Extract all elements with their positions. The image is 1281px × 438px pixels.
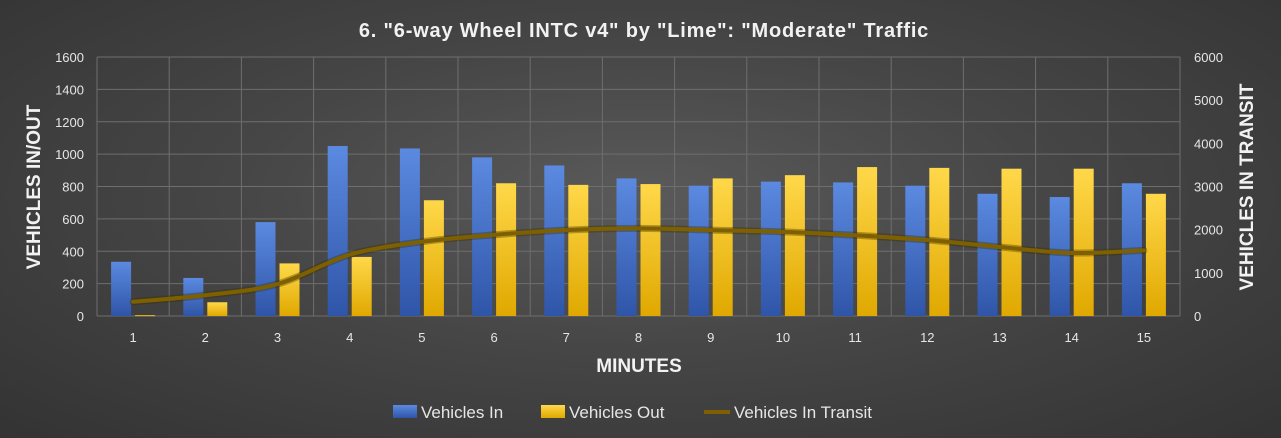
y2-tick-label: 1000 <box>1194 266 1223 281</box>
bar-vehicles-in <box>760 181 781 316</box>
bar-vehicles-out <box>1073 168 1094 316</box>
x-tick-label: 10 <box>776 330 790 345</box>
bar-vehicles-out <box>423 200 444 316</box>
y-tick-label: 600 <box>62 212 84 227</box>
bar-vehicles-out <box>279 263 300 316</box>
bar-vehicles-out <box>496 183 517 316</box>
y2-tick-label: 4000 <box>1194 136 1223 151</box>
chart-title: 6. "6-way Wheel INTC v4" by "Lime": "Mod… <box>359 20 929 42</box>
y2-tick-label: 0 <box>1194 309 1201 324</box>
y-tick-label: 800 <box>62 180 84 195</box>
bar-vehicles-in <box>399 148 420 316</box>
x-axis-title: MINUTES <box>596 356 682 377</box>
x-tick-label: 6 <box>490 330 497 345</box>
x-tick-label: 12 <box>920 330 934 345</box>
x-tick-label: 8 <box>635 330 642 345</box>
bar-vehicles-in <box>255 222 276 316</box>
bar-vehicles-in <box>688 185 709 316</box>
bar-vehicles-in <box>1049 197 1070 316</box>
y-tick-label: 1600 <box>55 50 84 65</box>
x-tick-label: 9 <box>707 330 714 345</box>
legend-swatch-vehicles-out <box>541 405 565 418</box>
legend: Vehicles In Vehicles Out Vehicles In Trans… <box>393 403 872 422</box>
bar-vehicles-in <box>327 146 348 316</box>
legend-label-vehicles-in-transit: Vehicles In Transit <box>734 403 872 422</box>
bar-vehicles-in <box>616 178 637 316</box>
bar-vehicles-in <box>833 182 854 316</box>
bar-vehicles-in <box>544 165 565 316</box>
x-tick-label: 1 <box>129 330 136 345</box>
legend-label-vehicles-out: Vehicles Out <box>569 403 665 422</box>
bar-vehicles-out <box>712 178 733 316</box>
gridlines <box>96 56 1181 317</box>
tick-labels: 0200400600800100012001400160001000200030… <box>55 50 1223 345</box>
y2-axis-title: VEHICLES IN TRANSIT <box>1237 83 1258 290</box>
legend-label-vehicles-in: Vehicles In <box>421 403 503 422</box>
x-tick-label: 15 <box>1137 330 1151 345</box>
x-tick-label: 13 <box>992 330 1006 345</box>
x-tick-label: 5 <box>418 330 425 345</box>
x-tick-label: 14 <box>1064 330 1078 345</box>
y-axis-title: VEHICLES IN/OUT <box>24 104 45 269</box>
bar-vehicles-out <box>1001 168 1022 316</box>
bar-vehicles-in <box>905 185 926 316</box>
bar-vehicles-in <box>111 261 132 316</box>
x-tick-label: 4 <box>346 330 353 345</box>
y-tick-label: 1200 <box>55 115 84 130</box>
bar-vehicles-out <box>784 175 805 316</box>
y-tick-label: 0 <box>77 309 84 324</box>
y-tick-label: 200 <box>62 277 84 292</box>
y2-tick-label: 2000 <box>1194 223 1223 238</box>
bar-vehicles-out <box>857 167 878 316</box>
legend-swatch-vehicles-in <box>393 405 417 418</box>
x-tick-label: 3 <box>274 330 281 345</box>
bar-vehicles-out <box>640 184 661 316</box>
bar-vehicles-out <box>351 256 372 316</box>
y2-tick-label: 3000 <box>1194 180 1223 195</box>
y2-tick-label: 5000 <box>1194 93 1223 108</box>
bars <box>111 146 1166 317</box>
bar-vehicles-in <box>977 193 998 316</box>
bar-vehicles-out <box>135 315 156 317</box>
y-tick-label: 400 <box>62 244 84 259</box>
bar-vehicles-out <box>207 302 228 316</box>
bar-vehicles-out <box>1145 193 1166 316</box>
bar-vehicles-out <box>568 184 589 316</box>
y2-tick-label: 6000 <box>1194 50 1223 65</box>
x-tick-label: 7 <box>563 330 570 345</box>
y-tick-label: 1400 <box>55 82 84 97</box>
transit-line-layer <box>129 224 1148 306</box>
x-tick-label: 2 <box>202 330 209 345</box>
x-tick-label: 11 <box>848 330 862 345</box>
y-tick-label: 1000 <box>55 147 84 162</box>
